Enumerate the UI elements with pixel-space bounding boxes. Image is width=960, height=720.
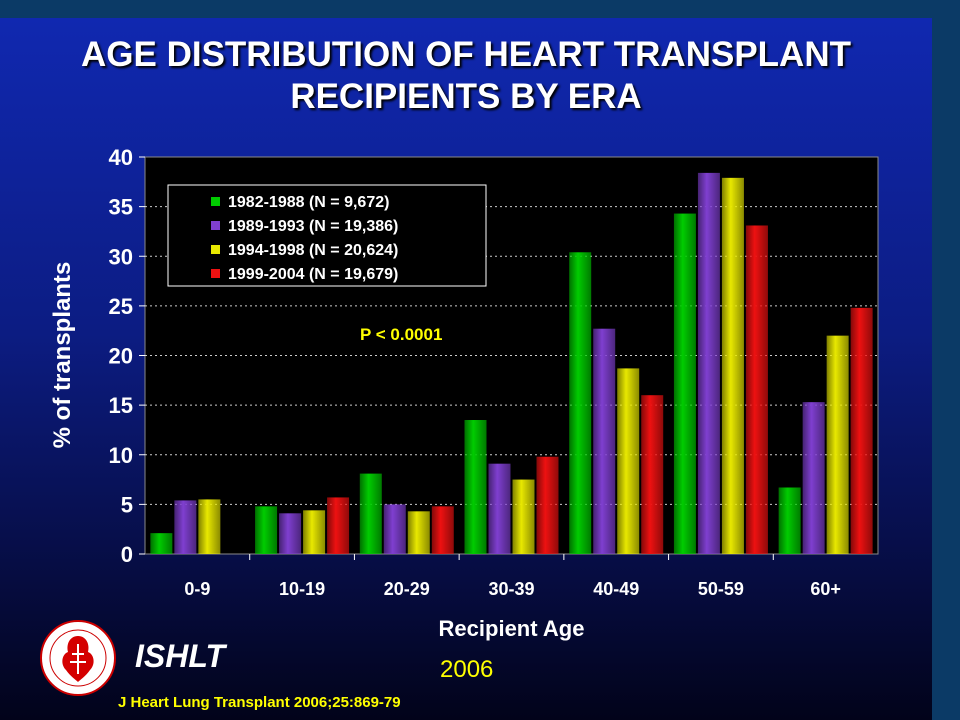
- legend-box: [167, 184, 487, 287]
- bar-4-60+: [850, 307, 873, 554]
- bar-2-60+: [802, 402, 825, 554]
- ishlt-society-seal-icon: [40, 620, 116, 696]
- y-tick-label: 15: [109, 393, 133, 418]
- bar-2-0-9: [174, 500, 197, 554]
- bar-1-30-39: [464, 420, 487, 554]
- y-tick-label: 10: [109, 443, 133, 468]
- org-label: ISHLT: [135, 638, 226, 674]
- title-line-2: RECIPIENTS BY ERA: [290, 77, 642, 116]
- bar-4-40-49: [641, 395, 664, 554]
- x-tick-label: 50-59: [698, 579, 744, 599]
- title-line-1: AGE DISTRIBUTION OF HEART TRANSPLANT: [81, 35, 851, 74]
- x-tick-label: 40-49: [593, 579, 639, 599]
- legend-swatch: [211, 221, 220, 230]
- p-value-annotation: P < 0.0001: [360, 325, 442, 344]
- x-tick-label: 60+: [810, 579, 841, 599]
- x-tick-label: 0-9: [184, 579, 210, 599]
- y-tick-label: 30: [109, 244, 133, 269]
- bar-1-40-49: [569, 252, 592, 554]
- bar-1-10-19: [255, 506, 278, 554]
- legend-entry: 1989-1993 (N = 19,386): [228, 218, 398, 235]
- bar-3-0-9: [198, 499, 221, 554]
- legend-entry: 1982-1988 (N = 9,672): [228, 194, 389, 211]
- bar-1-0-9: [150, 533, 173, 554]
- bar-2-50-59: [697, 172, 720, 554]
- bar-3-50-59: [721, 177, 744, 554]
- bar-4-20-29: [431, 506, 454, 554]
- bar-1-60+: [778, 487, 801, 554]
- bar-1-50-59: [673, 213, 696, 554]
- legend-entry: 1999-2004 (N = 19,679): [228, 266, 398, 283]
- x-tick-label: 10-19: [279, 579, 325, 599]
- bar-4-50-59: [745, 225, 768, 555]
- legend-swatch: [211, 245, 220, 254]
- bar-2-30-39: [488, 463, 511, 554]
- x-tick-label: 30-39: [488, 579, 534, 599]
- bar-3-20-29: [407, 511, 430, 554]
- bar-3-30-39: [512, 479, 535, 554]
- bar-3-60+: [826, 335, 849, 554]
- legend-swatch: [211, 269, 220, 278]
- year-label: 2006: [440, 656, 494, 683]
- y-tick-label: 5: [121, 492, 133, 517]
- legend-swatch: [211, 197, 220, 206]
- bar-1-20-29: [359, 473, 382, 554]
- bar-2-40-49: [593, 328, 616, 554]
- y-tick-label: 20: [109, 344, 133, 369]
- y-tick-label: 40: [109, 145, 133, 170]
- y-tick-label: 0: [121, 542, 133, 567]
- citation: J Heart Lung Transplant 2006;25:869-79: [118, 694, 401, 711]
- bar-2-10-19: [279, 513, 302, 554]
- bar-4-30-39: [536, 456, 559, 554]
- x-axis-label: Recipient Age: [439, 616, 585, 641]
- page-title: AGE DISTRIBUTION OF HEART TRANSPLANT REC…: [0, 34, 932, 118]
- bar-4-10-19: [327, 497, 350, 554]
- legend-entry: 1994-1998 (N = 20,624): [228, 242, 398, 259]
- bar-3-10-19: [303, 510, 326, 554]
- y-tick-label: 25: [109, 294, 133, 319]
- bar-2-20-29: [383, 504, 406, 554]
- y-axis-label: % of transplants: [49, 262, 76, 449]
- x-tick-label: 20-29: [384, 579, 430, 599]
- bar-3-40-49: [617, 368, 640, 554]
- y-tick-label: 35: [109, 195, 133, 220]
